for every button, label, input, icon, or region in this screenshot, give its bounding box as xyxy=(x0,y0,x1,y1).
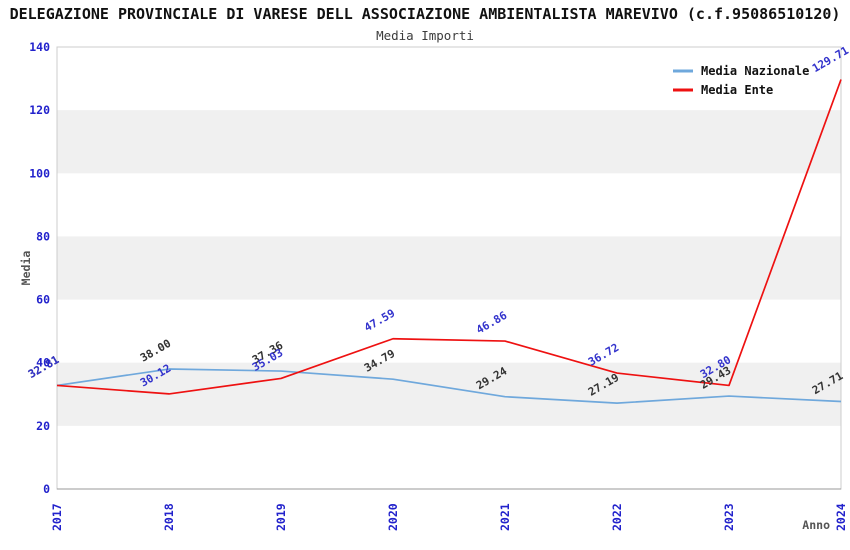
y-tick-label: 0 xyxy=(43,482,50,496)
grid-band xyxy=(57,110,841,174)
x-tick-label: 2021 xyxy=(498,503,512,531)
value-label-series-1: 46.86 xyxy=(474,309,510,337)
x-axis-title: Anno xyxy=(802,518,830,532)
y-tick-label: 100 xyxy=(29,166,50,180)
x-tick-label: 2023 xyxy=(722,503,736,531)
x-tick-label: 2024 xyxy=(834,503,848,531)
y-tick-label: 120 xyxy=(29,103,50,117)
x-tick-label: 2022 xyxy=(610,503,624,531)
legend: Media Nazionale Media Ente xyxy=(673,64,809,97)
y-tick-label: 60 xyxy=(36,293,50,307)
plot-series xyxy=(56,79,842,405)
plot-bands xyxy=(57,110,841,426)
series-line-0 xyxy=(56,368,842,405)
y-axis-title: Media xyxy=(19,251,33,286)
legend-label-media-nazionale: Media Nazionale xyxy=(701,64,809,78)
x-tick-label: 2018 xyxy=(162,503,176,531)
grid-band xyxy=(57,362,841,426)
page-title: DELEGAZIONE PROVINCIALE DI VARESE DELL A… xyxy=(10,5,841,23)
grid-band xyxy=(57,236,841,300)
y-tick-label: 80 xyxy=(36,229,50,243)
y-tick-label: 40 xyxy=(36,356,50,370)
series-line-1 xyxy=(56,79,842,395)
plot-tick-labels: 0 20 40 60 80 100 120 140 2017 2018 2019 2020 2021 20… xyxy=(29,40,848,531)
value-label-series-0: 38.00 xyxy=(138,337,173,365)
y-tick-label: 140 xyxy=(29,40,50,54)
x-tick-label: 2017 xyxy=(50,503,64,531)
value-label-series-1: 47.59 xyxy=(362,307,397,335)
chart-subtitle: Media Importi xyxy=(376,28,474,43)
legend-label-media-ente: Media Ente xyxy=(701,83,773,97)
plot-frame xyxy=(56,46,842,490)
x-tick-label: 2020 xyxy=(386,503,400,531)
value-label-series-1: 129.71 xyxy=(810,44,850,75)
y-tick-label: 20 xyxy=(36,419,50,433)
x-tick-label: 2019 xyxy=(274,503,288,531)
